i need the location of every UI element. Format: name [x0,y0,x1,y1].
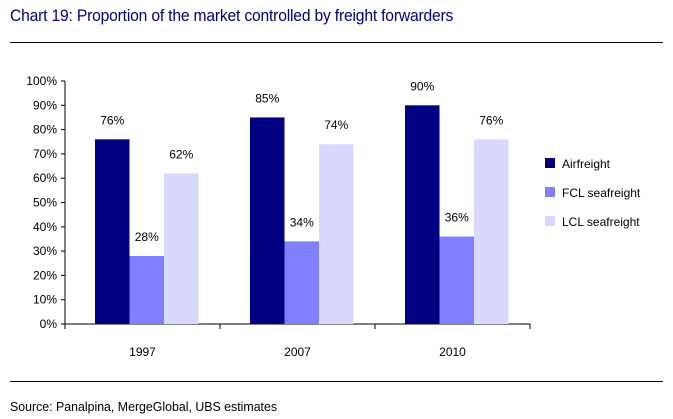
bar [164,173,199,324]
y-tick-label: 80% [33,123,57,137]
bar [405,105,440,324]
y-tick-label: 70% [33,147,57,161]
legend-label: FCL seafreight [562,186,641,200]
data-label: 85% [255,91,279,105]
y-tick-label: 20% [33,268,57,282]
bar [439,236,474,324]
bar [95,139,130,324]
data-label: 76% [100,113,124,127]
data-label: 36% [445,211,469,225]
y-tick-label: 10% [33,293,57,307]
bar [129,255,164,324]
data-label: 34% [290,215,314,229]
legend-label: Airfreight [562,157,611,171]
bottom-divider [10,381,663,382]
data-label: 62% [169,147,193,161]
legend-swatch [545,216,555,226]
source-note: Source: Panalpina, MergeGlobal, UBS esti… [10,399,278,414]
x-tick-label: 1997 [129,345,156,359]
y-tick-label: 60% [33,171,57,185]
legend-swatch [545,187,555,197]
y-tick-label: 90% [33,98,57,112]
x-tick-label: 2010 [439,345,466,359]
y-tick-label: 50% [33,196,57,210]
x-tick-label: 2007 [284,345,311,359]
y-tick-label: 0% [40,317,58,331]
data-label: 76% [479,113,503,127]
y-tick-label: 40% [33,220,57,234]
y-tick-label: 30% [33,244,57,258]
data-label: 90% [410,79,434,93]
data-label: 28% [135,230,159,244]
bar [474,139,509,324]
y-tick-label: 100% [26,74,57,88]
chart-title: Chart 19: Proportion of the market contr… [10,6,454,25]
legend-label: LCL seafreight [562,215,640,229]
data-label: 74% [324,118,348,132]
legend-swatch [545,158,555,168]
bar [250,117,285,324]
bar [284,241,319,324]
top-divider [10,42,663,43]
bar [319,144,354,324]
